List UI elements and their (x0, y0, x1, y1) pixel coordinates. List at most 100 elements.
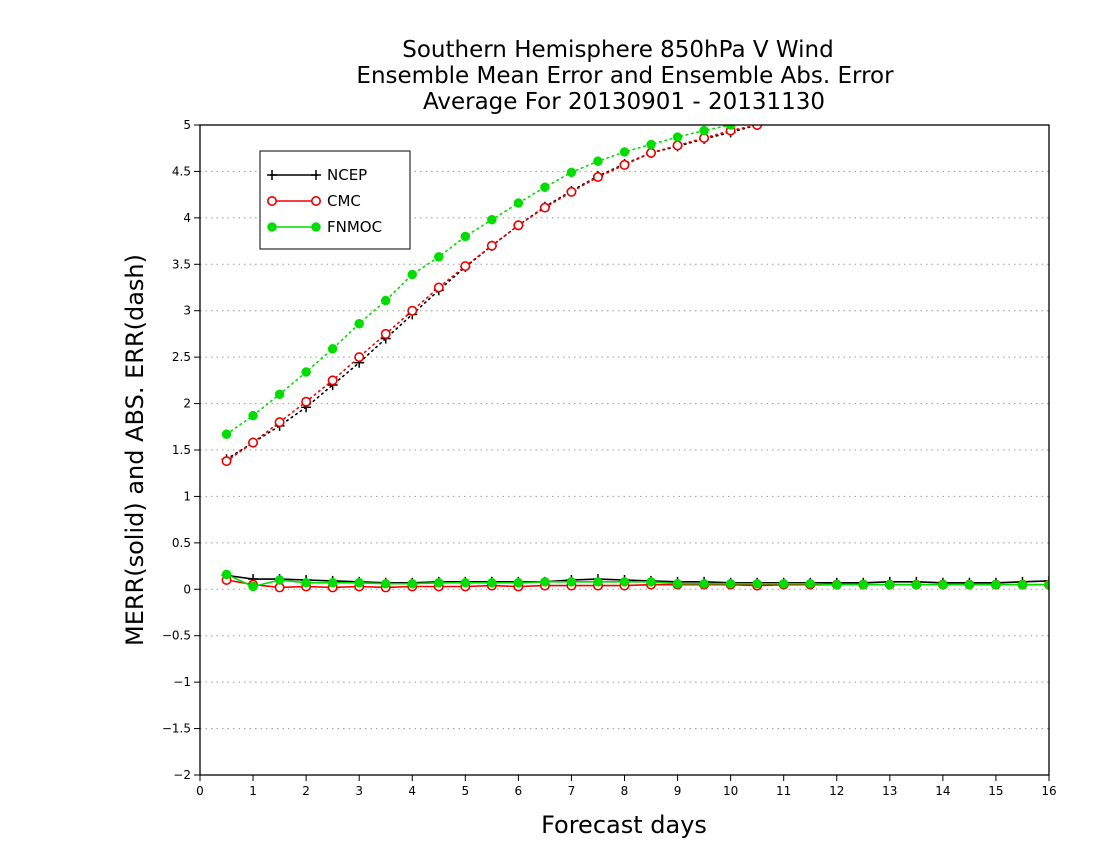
series-cmc-abs-err-point (433, 282, 444, 293)
series-fnmoc-mean-err-point (593, 577, 603, 587)
x-tick-label: 7 (568, 784, 576, 798)
series-fnmoc-abs-err-point (672, 132, 683, 142)
x-tick-label: 2 (302, 784, 310, 798)
series-fnmoc-abs-err-point (699, 125, 709, 136)
legend-entry-fnmoc: FNMOC (267, 218, 382, 236)
series-ncep-abs-err-point (991, 78, 1001, 88)
series-fnmoc-mean-err-point (248, 581, 258, 592)
series-fnmoc-mean-err-point (646, 577, 656, 587)
legend-marker-ncep (267, 170, 277, 180)
series-fnmoc-mean-err-point (991, 579, 1001, 590)
grid-lines (200, 170, 1049, 730)
series-cmc-abs-err-point (486, 240, 497, 251)
series-fnmoc-mean-err-point (301, 578, 311, 588)
y-tick-label: 0.5 (172, 536, 191, 550)
legend-marker-cmc (310, 196, 321, 207)
series-fnmoc-mean-err-point (938, 579, 948, 590)
chart-title: Southern Hemisphere 850hPa V Wind Ensemb… (356, 37, 894, 115)
series-ncep-abs-err-line (225, 125, 762, 461)
series-cmc-abs-err-point (592, 172, 603, 183)
series-fnmoc-abs-err-line (225, 125, 736, 436)
series-cmc-abs-err-point (833, 107, 841, 115)
x-tick-label: 3 (355, 784, 363, 798)
y-tick-label: 2.5 (172, 350, 191, 364)
series-cmc-abs-err-point (566, 186, 577, 197)
y-tick-label: 3 (183, 304, 191, 318)
series-fnmoc-abs-err-point (832, 102, 841, 111)
series-cmc-abs-err-point (886, 98, 894, 106)
series-cmc-abs-err-point (992, 79, 1000, 87)
series-fnmoc-abs-err-point (434, 252, 444, 262)
series-fnmoc-mean-err-point (327, 578, 338, 588)
series-fnmoc-mean-err-point (858, 579, 869, 590)
series-fnmoc-abs-err-point (380, 295, 391, 306)
series-fnmoc-abs-err-point (566, 167, 577, 178)
series-fnmoc-abs-err-point (221, 429, 232, 439)
series-fnmoc-abs-err-point (248, 410, 258, 421)
series-layer (221, 65, 1054, 593)
series-ncep-abs-err-point (938, 88, 948, 98)
series-fnmoc-mean-err-point (434, 578, 444, 588)
x-tick-label: 9 (674, 784, 682, 798)
series-fnmoc-mean-err-point (778, 578, 789, 589)
series-fnmoc-mean-err-point (221, 569, 232, 580)
legend-label-ncep: NCEP (327, 166, 367, 184)
y-tick-label: −1.5 (162, 722, 191, 736)
legend-entry-cmc: CMC (266, 192, 361, 210)
x-tick-label: 6 (515, 784, 523, 798)
y-tick-label: 3.5 (172, 257, 191, 271)
series-fnmoc-mean-err-point (805, 578, 815, 589)
series-fnmoc-abs-err-point (938, 83, 947, 92)
series-cmc-abs-err-point (327, 375, 338, 386)
series-fnmoc-abs-err-point (756, 125, 759, 126)
y-tick-label: 5 (183, 118, 191, 132)
legend: NCEP CMC FNMOC (259, 150, 411, 250)
x-tick-label: 1 (249, 784, 257, 798)
legend-marker-fnmoc (311, 222, 321, 232)
series-cmc-abs-err-point (407, 305, 418, 316)
series-fnmoc-mean-err-point (407, 578, 417, 589)
series-fnmoc-mean-err-point (619, 577, 630, 587)
series-fnmoc-abs-err-point (487, 214, 497, 225)
series-cmc-abs-err-point (274, 417, 285, 428)
y-tick-label: −2 (173, 768, 191, 782)
series-fnmoc-mean-err-point (964, 579, 975, 590)
series-fnmoc-abs-err-point (1045, 65, 1054, 74)
series-cmc-abs-err-point (1018, 74, 1026, 82)
series-fnmoc-abs-err-point (885, 93, 894, 102)
series-cmc-abs-err-point (939, 88, 947, 96)
legend-marker-ncep (311, 170, 321, 180)
series-fnmoc (221, 65, 1054, 592)
series-cmc-abs-err-point (221, 456, 232, 467)
series-cmc-abs-err-point (672, 140, 683, 151)
series-fnmoc-abs-err-point (725, 125, 736, 130)
series-cmc-abs-err-point (1045, 70, 1053, 78)
x-tick-label: 14 (935, 784, 950, 798)
series-fnmoc-abs-err-point (912, 88, 921, 97)
series-fnmoc-mean-err-point (354, 578, 364, 588)
series-fnmoc-abs-err-point (965, 79, 974, 88)
series-fnmoc-mean-err-point (460, 578, 471, 588)
legend-entry-ncep: NCEP (267, 166, 367, 184)
x-tick-label: 15 (988, 784, 1003, 798)
x-tick-label: 11 (776, 784, 791, 798)
series-fnmoc-abs-err-point (407, 269, 417, 280)
series-ncep-abs-err-point (885, 97, 895, 107)
series-fnmoc-mean-err-point (672, 578, 683, 589)
series-fnmoc-abs-err-point (619, 147, 630, 157)
series-fnmoc-mean-err-point (725, 578, 736, 589)
series-ncep-abs-err-point (832, 106, 842, 116)
series-fnmoc-mean-err-point (380, 578, 391, 589)
x-tick-label: 5 (461, 784, 469, 798)
series-cmc-abs-err-point (646, 147, 657, 158)
series-fnmoc-abs-err-point (301, 367, 311, 377)
series-fnmoc-mean-err-point (699, 578, 709, 589)
series-fnmoc-abs-err-point (859, 97, 868, 106)
x-axis: 0 1 2 3 4 5 6 7 8 9 10 11 12 13 14 15 16 (196, 775, 1057, 798)
x-tick-label: 10 (723, 784, 738, 798)
legend-label-cmc: CMC (327, 192, 361, 210)
series-cmc-abs-err-point (460, 261, 471, 272)
legend-box (259, 150, 411, 250)
